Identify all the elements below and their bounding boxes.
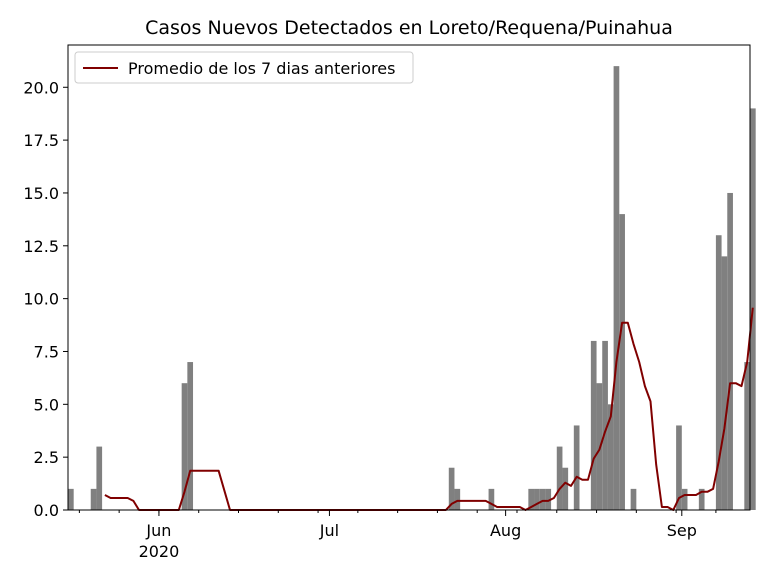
bar — [607, 404, 614, 510]
y-tick-label: 15.0 — [23, 184, 59, 203]
x-tick-label: Aug — [490, 521, 521, 540]
bar — [630, 488, 637, 510]
legend: Promedio de los 7 dias anteriores — [74, 51, 414, 84]
bar — [619, 214, 625, 510]
x-tick-label: Jun — [145, 521, 171, 540]
bar — [613, 66, 620, 511]
bar — [528, 488, 535, 510]
x-tick-label: Sep — [667, 521, 697, 540]
bar — [488, 488, 495, 510]
bar — [556, 446, 563, 510]
y-tick-label: 5.0 — [34, 395, 59, 414]
chart-title: Casos Nuevos Detectados en Loreto/Requen… — [145, 17, 673, 39]
y-tick-label: 7.5 — [34, 342, 59, 361]
bar — [573, 425, 580, 510]
bar — [68, 488, 74, 510]
line-layer — [104, 307, 754, 511]
legend-label: Promedio de los 7 dias anteriores — [128, 59, 395, 78]
bar — [681, 488, 688, 510]
bars-layer — [68, 66, 756, 511]
x-axis: Jun 2020 Jul Aug Sep — [78, 510, 717, 561]
bar — [534, 488, 540, 510]
y-axis: 0.0 2.5 5.0 7.5 10.0 12.5 15.0 17.5 20.0 — [23, 78, 68, 520]
bar — [744, 362, 750, 510]
bar — [590, 340, 597, 510]
bar — [539, 488, 546, 510]
legend-box — [74, 51, 414, 84]
bar — [562, 467, 569, 510]
y-tick-label: 20.0 — [23, 78, 59, 97]
bar — [698, 488, 705, 510]
plot-frame — [67, 44, 751, 511]
bar — [454, 488, 461, 510]
bar — [676, 425, 682, 510]
y-tick-label: 0.0 — [34, 501, 59, 520]
bar — [721, 256, 728, 510]
bar — [96, 446, 103, 510]
x-tick-label: Jul — [319, 521, 339, 540]
y-tick-label: 10.0 — [23, 290, 59, 309]
series-line — [104, 307, 754, 511]
bar — [602, 340, 608, 510]
y-tick-label: 12.5 — [23, 237, 59, 256]
bar — [545, 488, 552, 510]
bar — [715, 235, 722, 510]
bar — [448, 467, 455, 510]
bar — [181, 383, 188, 510]
bar — [187, 362, 194, 510]
bar — [727, 192, 733, 511]
x-tick-sublabel: 2020 — [139, 542, 180, 561]
y-tick-label: 17.5 — [23, 131, 59, 150]
y-tick-label: 2.5 — [34, 448, 59, 467]
bar — [90, 488, 97, 510]
